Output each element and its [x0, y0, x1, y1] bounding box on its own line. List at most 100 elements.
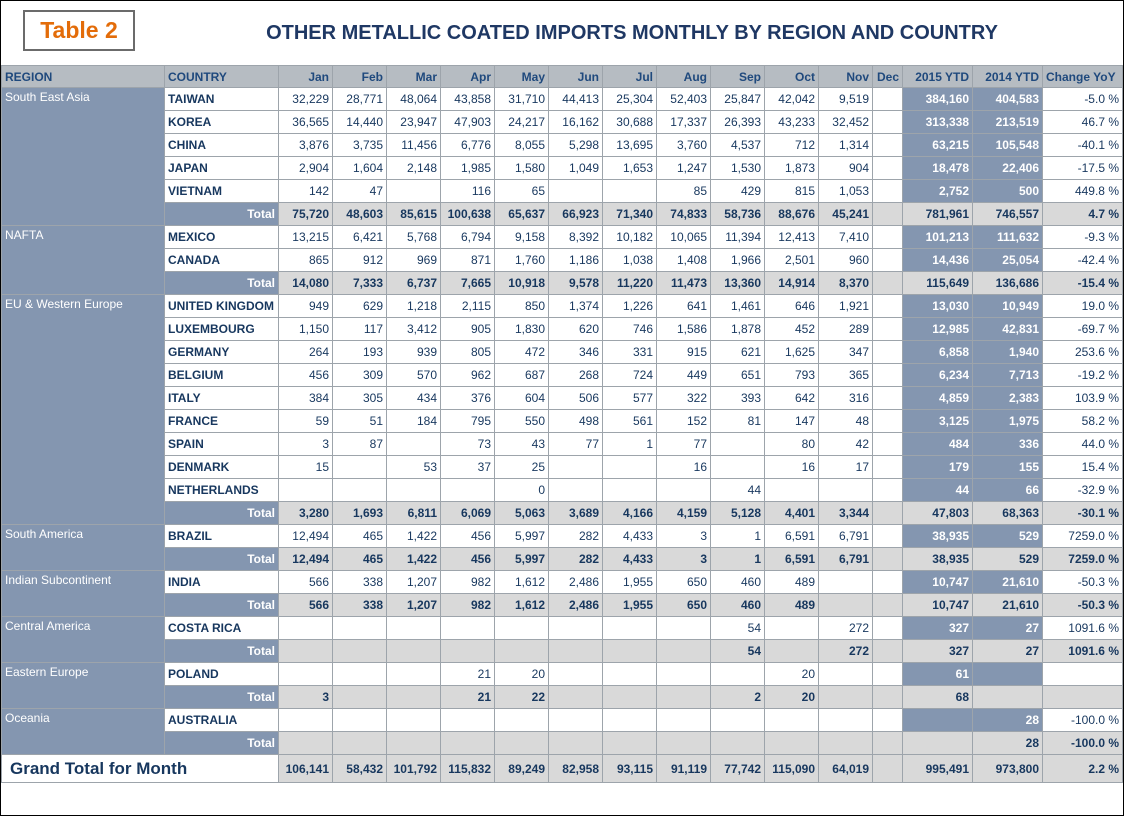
month-value-cell: 1,186 — [548, 248, 603, 272]
month-value-cell — [548, 179, 603, 203]
month-value-cell: 1,207 — [386, 570, 441, 594]
total-month-cell: 9,578 — [548, 271, 603, 295]
month-value-cell: 561 — [602, 409, 657, 433]
month-value-cell: 59 — [278, 409, 333, 433]
total-month-cell: 1,612 — [494, 593, 549, 617]
country-name-cell: CHINA — [164, 133, 279, 157]
month-value-cell: 1,422 — [386, 524, 441, 548]
month-value-cell: 550 — [494, 409, 549, 433]
region-total-row-indian-subcontinent: Total 566 338 1,207 982 1,612 2,486 1,955 650 460… — [2, 593, 1123, 617]
month-value-cell: 43,233 — [764, 110, 819, 134]
total-dec-cell — [872, 685, 903, 709]
total-ytd-2014-cell: 21,610 — [972, 593, 1043, 617]
total-month-cell: 21 — [440, 685, 495, 709]
ytd-2015-cell: 101,213 — [902, 225, 973, 249]
country-name-cell: AUSTRALIA — [164, 708, 279, 732]
total-dec-cell — [872, 731, 903, 755]
total-month-cell: 58,736 — [710, 202, 765, 226]
total-month-cell: 5,063 — [494, 501, 549, 525]
country-row-mexico: NAFTA MEXICO 13,215 6,421 5,768 6,794 9,158 8,3… — [1, 225, 1123, 295]
total-ytd-2015-cell: 327 — [902, 639, 973, 663]
month-value-cell: 268 — [548, 363, 603, 387]
ytd-2014-cell: 27 — [972, 616, 1043, 640]
month-value-cell: 2,904 — [278, 156, 333, 180]
total-ytd-2014-cell: 136,686 — [972, 271, 1043, 295]
month-value-cell: 28,771 — [332, 87, 387, 111]
total-month-cell: 456 — [440, 547, 495, 571]
month-value-cell — [710, 662, 765, 686]
month-value-cell: 1,830 — [494, 317, 549, 341]
total-month-cell: 12,494 — [278, 547, 333, 571]
month-value-cell — [548, 478, 603, 502]
month-value-cell: 982 — [440, 570, 495, 594]
total-month-cell: 6,811 — [386, 501, 441, 525]
month-value-cell: 962 — [440, 363, 495, 387]
month-value-cell — [656, 616, 711, 640]
region-cell-eu-western-europe: EU & Western Europe — [1, 294, 165, 525]
ytd-2014-cell: 213,519 — [972, 110, 1043, 134]
region-total-row-oceania: Total 28 -100.0 % — [2, 731, 1123, 755]
month-value-cell: 724 — [602, 363, 657, 387]
month-value-cell: 16,162 — [548, 110, 603, 134]
total-label-cell: Total — [164, 593, 279, 617]
country-name-cell: LUXEMBOURG — [164, 317, 279, 341]
month-value-cell: 577 — [602, 386, 657, 410]
month-value-cell: 604 — [494, 386, 549, 410]
month-value-cell: 14,440 — [332, 110, 387, 134]
total-month-cell: 11,220 — [602, 271, 657, 295]
total-month-cell — [602, 731, 657, 755]
column-header-dec: Dec — [872, 65, 903, 88]
total-month-cell: 66,923 — [548, 202, 603, 226]
month-value-cell: 1,374 — [548, 294, 603, 318]
month-value-cell: 9,519 — [818, 87, 873, 111]
column-header-2014-ytd: 2014 YTD — [972, 65, 1043, 88]
month-value-cell: 11,456 — [386, 133, 441, 157]
page-title: OTHER METALLIC COATED IMPORTS MONTHLY BY… — [266, 22, 998, 44]
grand-change-yoy-cell: 2.2 % — [1042, 754, 1123, 783]
total-dec-cell — [872, 639, 903, 663]
total-ytd-2015-cell: 10,747 — [902, 593, 973, 617]
month-value-cell: 15 — [278, 455, 333, 479]
month-value-cell: 44 — [710, 478, 765, 502]
month-value-cell: 1 — [710, 524, 765, 548]
dec-value-cell — [872, 409, 903, 433]
month-value-cell: 53 — [386, 455, 441, 479]
country-row-denmark: DENMARK 15 53 37 25 16 16 17 179 155 15.4 % — [2, 455, 1123, 479]
total-month-cell — [278, 731, 333, 755]
month-value-cell: 472 — [494, 340, 549, 364]
country-name-cell: DENMARK — [164, 455, 279, 479]
total-month-cell: 14,080 — [278, 271, 333, 295]
total-month-cell: 22 — [494, 685, 549, 709]
total-month-cell — [818, 731, 873, 755]
total-ytd-2015-cell: 47,803 — [902, 501, 973, 525]
ytd-2015-cell: 2,752 — [902, 179, 973, 203]
total-month-cell: 4,159 — [656, 501, 711, 525]
change-yoy-cell: 46.7 % — [1042, 110, 1123, 134]
month-value-cell: 9,158 — [494, 225, 549, 249]
total-month-cell: 566 — [278, 593, 333, 617]
month-value-cell: 1,226 — [602, 294, 657, 318]
ytd-2014-cell: 155 — [972, 455, 1043, 479]
month-value-cell: 452 — [764, 317, 819, 341]
month-value-cell — [656, 662, 711, 686]
month-value-cell: 309 — [332, 363, 387, 387]
grand-month-cell: 101,792 — [386, 754, 441, 783]
month-value-cell: 650 — [656, 570, 711, 594]
month-value-cell: 506 — [548, 386, 603, 410]
ytd-2014-cell: 500 — [972, 179, 1043, 203]
grand-month-cell: 82,958 — [548, 754, 603, 783]
month-value-cell: 1,653 — [602, 156, 657, 180]
month-value-cell: 905 — [440, 317, 495, 341]
total-change-yoy-cell: -50.3 % — [1042, 593, 1123, 617]
grand-month-cell: 93,115 — [602, 754, 657, 783]
month-value-cell: 651 — [710, 363, 765, 387]
month-value-cell: 44,413 — [548, 87, 603, 111]
month-value-cell — [656, 708, 711, 732]
country-row-taiwan: South East Asia TAIWAN 32,229 28,771 48,064 4… — [1, 87, 1123, 226]
change-yoy-cell: 58.2 % — [1042, 409, 1123, 433]
column-header-region: REGION — [1, 65, 165, 88]
dec-value-cell — [872, 478, 903, 502]
month-value-cell: 434 — [386, 386, 441, 410]
total-month-cell: 6,591 — [764, 547, 819, 571]
change-yoy-cell: -32.9 % — [1042, 478, 1123, 502]
